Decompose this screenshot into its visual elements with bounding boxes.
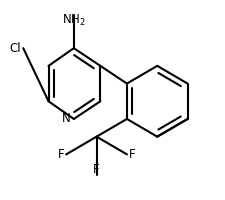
Text: NH$_2$: NH$_2$ (62, 13, 85, 28)
Text: F: F (57, 148, 64, 161)
Text: N: N (62, 112, 70, 125)
Text: F: F (128, 148, 135, 161)
Text: F: F (93, 163, 99, 176)
Text: Cl: Cl (9, 42, 21, 55)
